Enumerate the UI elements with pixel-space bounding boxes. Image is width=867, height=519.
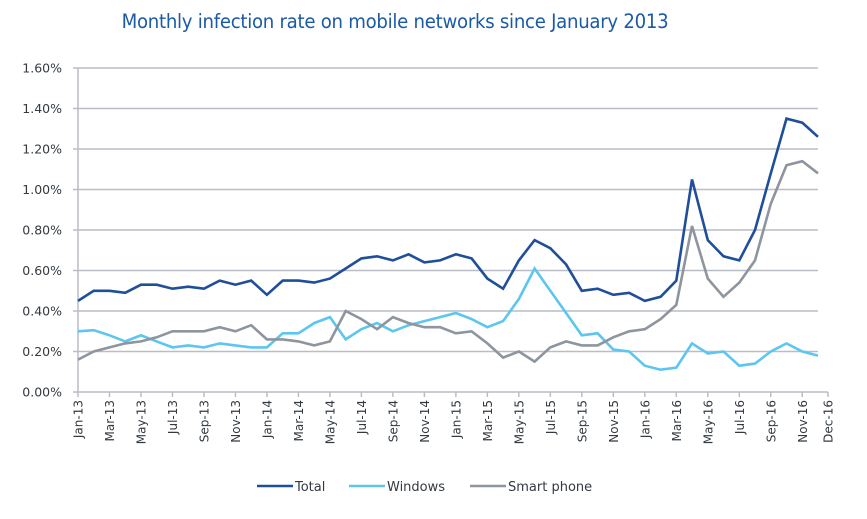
y-tick-label: 0.20% (22, 344, 62, 359)
x-tick-label: Mar-14 (292, 400, 306, 441)
x-axis-ticks: Jan-13 Mar-13 May-13 Jul-13 Sep-13 Nov-13 Jan-… (72, 392, 836, 444)
y-tick-label: 0.60% (22, 263, 62, 278)
x-tick-label: Jul-14 (355, 400, 369, 435)
x-tick-label: Dec-16 (822, 400, 836, 443)
gridlines (73, 67, 818, 393)
y-tick-label: 1.20% (22, 142, 62, 157)
x-tick-label: Jan-16 (638, 400, 652, 439)
y-tick-label: 1.00% (22, 182, 62, 197)
y-axis-tick-labels: 0.00% 0.20% 0.40% 0.60% 0.80% 1.00% 1.20% 1.40%… (22, 61, 62, 400)
y-tick-label: 0.00% (22, 385, 62, 400)
y-tick-label: 0.80% (22, 223, 62, 238)
x-tick-label: May-16 (701, 400, 715, 444)
x-tick-label: Jan-14 (260, 400, 274, 439)
series-line-smart-phone (77, 159, 819, 364)
x-tick-label: May-15 (512, 400, 526, 444)
x-tick-label: Jul-13 (166, 400, 180, 435)
x-tick-label: Sep-13 (197, 400, 211, 442)
x-tick-label: Jan-13 (72, 400, 86, 439)
x-tick-label: Nov-13 (229, 400, 243, 443)
legend-label: Smart phone (508, 480, 592, 495)
x-tick-label: Mar-15 (481, 400, 495, 441)
series-lines (77, 117, 819, 372)
y-tick-label: 1.60% (22, 61, 62, 76)
chart-title: Monthly infection rate on mobile network… (121, 10, 669, 33)
y-tick-label: 1.40% (22, 101, 62, 116)
x-tick-label: Nov-14 (418, 400, 432, 443)
x-tick-label: Sep-15 (575, 400, 589, 442)
legend-label: Total (294, 480, 325, 495)
x-tick-label: May-13 (134, 400, 148, 444)
x-tick-label: Mar-16 (670, 400, 684, 441)
series-line-total (77, 117, 819, 303)
y-tick-label: 0.40% (22, 304, 62, 319)
x-tick-label: Sep-14 (386, 400, 400, 442)
x-tick-label: Nov-15 (607, 400, 621, 443)
legend: Total Windows Smart phone (257, 480, 592, 495)
x-tick-label: Nov-16 (796, 400, 810, 443)
x-tick-label: Mar-13 (103, 400, 117, 441)
x-tick-label: Jul-15 (544, 400, 558, 435)
x-tick-label: Jul-16 (733, 400, 747, 435)
series-line-windows (77, 265, 819, 372)
x-tick-label: Sep-16 (764, 400, 778, 442)
x-tick-label: Jan-15 (449, 400, 463, 439)
x-tick-label: May-14 (323, 400, 337, 444)
legend-label: Windows (387, 480, 445, 495)
